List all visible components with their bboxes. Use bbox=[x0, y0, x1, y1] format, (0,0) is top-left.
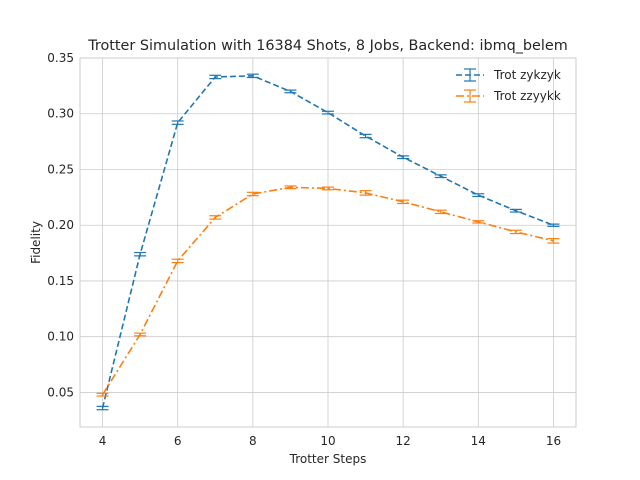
legend-label: Trot zzyykk bbox=[493, 89, 561, 103]
x-tick-label: 16 bbox=[546, 434, 561, 448]
error-bar bbox=[397, 199, 410, 205]
y-tick-label: 0.35 bbox=[47, 51, 74, 65]
y-axis-label: Fidelity bbox=[29, 221, 43, 264]
y-tick-label: 0.20 bbox=[47, 218, 74, 232]
error-bar bbox=[96, 405, 109, 411]
x-tick-label: 6 bbox=[174, 434, 182, 448]
y-tick-label: 0.25 bbox=[47, 162, 74, 176]
y-tick-label: 0.10 bbox=[47, 330, 74, 344]
error-bar bbox=[472, 220, 485, 224]
error-bar bbox=[509, 229, 522, 235]
y-tick-label: 0.05 bbox=[47, 385, 74, 399]
error-bar bbox=[547, 237, 560, 244]
error-bar bbox=[171, 120, 184, 125]
series-layer bbox=[96, 73, 560, 411]
plot-area-frame bbox=[79, 57, 577, 428]
error-bar bbox=[284, 89, 297, 94]
series-1 bbox=[96, 185, 560, 397]
error-bar bbox=[246, 73, 259, 79]
legend-item: Trot zzyykk bbox=[456, 89, 561, 103]
chart-title: Trotter Simulation with 16384 Shots, 8 J… bbox=[87, 38, 568, 54]
error-bar bbox=[246, 191, 259, 197]
error-bar bbox=[509, 208, 522, 213]
legend: Trot zykzyk Trot zzyykk bbox=[456, 68, 561, 103]
tick-labels: 4 6 8 10 12 14 16 0.05 0.10 0.15 0.20 0.25 0.30 0.35 bbox=[47, 51, 561, 448]
error-bar bbox=[134, 332, 147, 337]
x-tick-label: 12 bbox=[396, 434, 411, 448]
y-tick-label: 0.30 bbox=[47, 107, 74, 121]
series-0 bbox=[96, 73, 560, 411]
x-tick-label: 14 bbox=[471, 434, 486, 448]
error-bar bbox=[359, 133, 372, 139]
legend-label: Trot zykzyk bbox=[493, 68, 561, 82]
error-bar bbox=[209, 215, 222, 220]
error-bar bbox=[322, 186, 334, 191]
x-axis-label: Trotter Steps bbox=[289, 452, 367, 466]
x-tick-label: 10 bbox=[320, 434, 335, 448]
error-bar bbox=[209, 74, 222, 80]
error-bar bbox=[96, 392, 109, 397]
error-bar bbox=[397, 155, 410, 160]
error-bar bbox=[472, 193, 485, 198]
error-bar bbox=[547, 223, 560, 227]
legend-item: Trot zykzyk bbox=[456, 68, 561, 82]
x-tick-label: 8 bbox=[249, 434, 257, 448]
error-bar bbox=[171, 258, 184, 264]
error-bar bbox=[434, 209, 447, 215]
error-bar bbox=[322, 110, 334, 115]
error-bar bbox=[434, 174, 447, 179]
error-bar bbox=[134, 251, 147, 257]
y-tick-label: 0.15 bbox=[47, 274, 74, 288]
error-bar bbox=[284, 185, 297, 190]
error-bar bbox=[359, 190, 372, 196]
x-tick-label: 4 bbox=[99, 434, 107, 448]
